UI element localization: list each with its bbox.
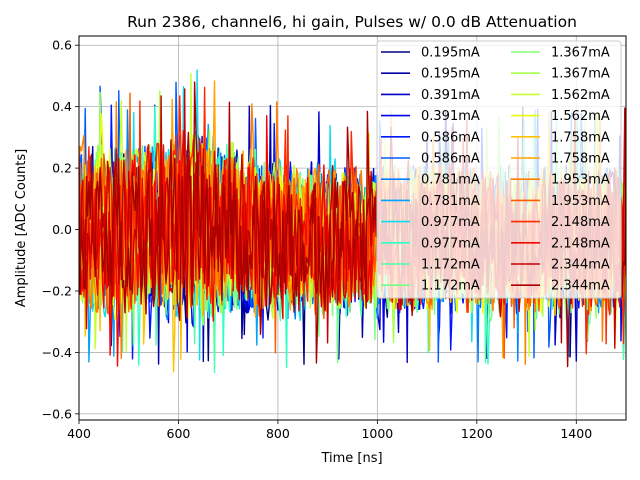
x-tick-label: 1000	[361, 426, 393, 441]
legend-entry: 2.344mA	[551, 279, 610, 294]
axes-frame	[78, 35, 627, 421]
legend-entry: 0.195mA	[421, 67, 480, 82]
x-tick-label: 1200	[461, 426, 493, 441]
legend-entry: 0.781mA	[421, 194, 480, 209]
y-tick-label: 0.4	[52, 99, 72, 114]
legend-entry: 0.977mA	[421, 215, 480, 230]
ticks: 400 600 800 1000 1200 1400 −0.6 −0.4 −0.2 0.0 0.2 0…	[42, 38, 593, 441]
legend-entry: 0.391mA	[421, 88, 480, 103]
legend-entry: 1.367mA	[551, 67, 610, 82]
legend-entry: 2.344mA	[551, 258, 610, 273]
legend-entry: 0.586mA	[421, 130, 480, 145]
y-tick-label: 0.6	[52, 38, 72, 53]
chart-title: Run 2386, channel6, hi gain, Pulses w/ 0…	[127, 13, 577, 31]
legend-entry: 1.953mA	[551, 194, 610, 209]
y-tick-label: 0.2	[52, 161, 72, 176]
y-tick-label: −0.2	[42, 283, 72, 298]
legend-entry: 0.977mA	[421, 236, 480, 251]
legend-entry: 1.562mA	[551, 88, 610, 103]
legend-entry: 1.172mA	[421, 279, 480, 294]
legend-entry: 0.586mA	[421, 152, 480, 167]
y-tick-label: −0.6	[42, 406, 72, 421]
x-tick-label: 600	[167, 426, 191, 441]
x-tick-label: 400	[67, 426, 91, 441]
x-axis-label: Time [ns]	[320, 451, 382, 466]
legend-entry: 2.148mA	[551, 215, 610, 230]
y-axis-label: Amplitude [ADC Counts]	[14, 149, 29, 307]
legend-entry: 0.781mA	[421, 173, 480, 188]
x-tick-label: 800	[266, 426, 290, 441]
legend-entry: 0.391mA	[421, 109, 480, 124]
legend-box	[376, 40, 622, 299]
legend-entry: 1.758mA	[551, 152, 610, 167]
y-tick-label: −0.4	[42, 345, 72, 360]
legend-entry: 1.758mA	[551, 130, 610, 145]
legend-entry: 1.367mA	[551, 46, 610, 61]
y-tick-label: 0.0	[52, 222, 72, 237]
legend-entry: 2.148mA	[551, 236, 610, 251]
legend-entry: 1.172mA	[421, 258, 480, 273]
legend-entry: 1.953mA	[551, 173, 610, 188]
legend-entry: 0.195mA	[421, 46, 480, 61]
legend: 0.195mA 0.195mA 0.391mA 0.391mA 0.586mA 0.586…	[376, 40, 622, 299]
legend-entry: 1.562mA	[551, 109, 610, 124]
x-tick-label: 1400	[560, 426, 592, 441]
